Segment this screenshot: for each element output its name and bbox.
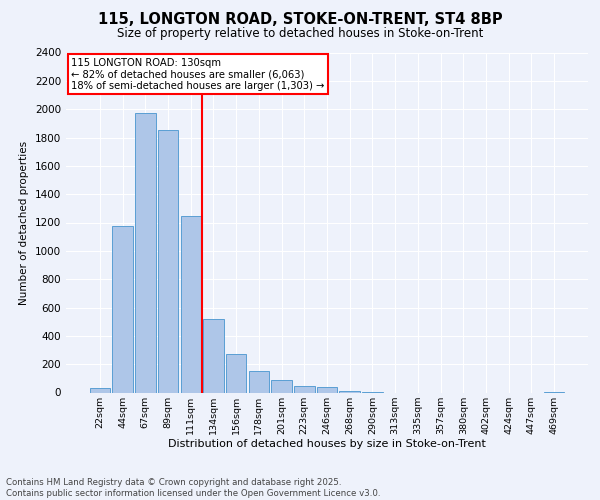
- Bar: [90, 388, 110, 392]
- Bar: [294, 386, 314, 392]
- Bar: [158, 130, 178, 392]
- Text: Contains HM Land Registry data © Crown copyright and database right 2025.
Contai: Contains HM Land Registry data © Crown c…: [6, 478, 380, 498]
- X-axis label: Distribution of detached houses by size in Stoke-on-Trent: Distribution of detached houses by size …: [168, 440, 486, 450]
- Text: Size of property relative to detached houses in Stoke-on-Trent: Size of property relative to detached ho…: [117, 28, 483, 40]
- Bar: [248, 371, 269, 392]
- Y-axis label: Number of detached properties: Number of detached properties: [19, 140, 29, 304]
- Bar: [271, 380, 292, 392]
- Bar: [317, 386, 337, 392]
- Bar: [340, 391, 360, 392]
- Bar: [226, 354, 247, 393]
- Bar: [112, 226, 133, 392]
- Text: 115 LONGTON ROAD: 130sqm
← 82% of detached houses are smaller (6,063)
18% of sem: 115 LONGTON ROAD: 130sqm ← 82% of detach…: [71, 58, 325, 91]
- Bar: [203, 319, 224, 392]
- Bar: [181, 216, 201, 392]
- Text: 115, LONGTON ROAD, STOKE-ON-TRENT, ST4 8BP: 115, LONGTON ROAD, STOKE-ON-TRENT, ST4 8…: [98, 12, 502, 28]
- Bar: [135, 112, 155, 392]
